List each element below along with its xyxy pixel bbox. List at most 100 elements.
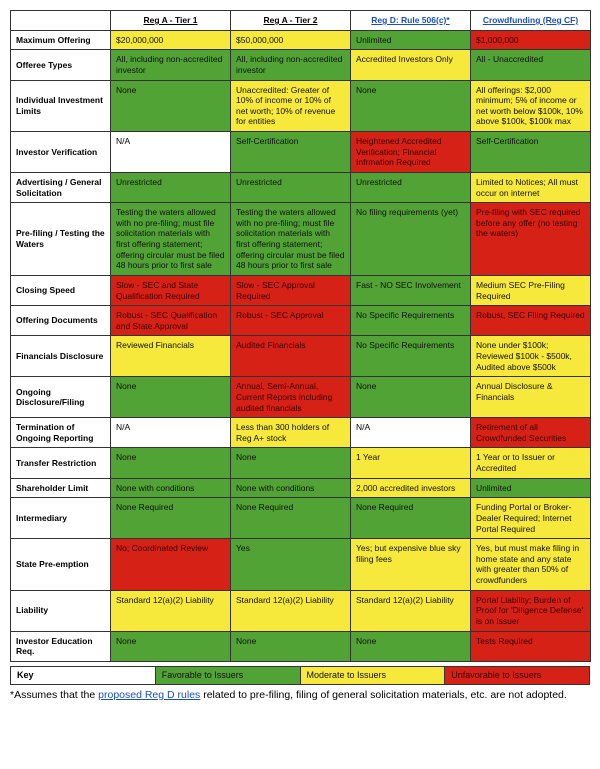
cell: None bbox=[351, 80, 471, 132]
cell: No; Coordinated Review bbox=[111, 539, 231, 591]
cell: Unlimited bbox=[471, 478, 591, 498]
cell: Self-Certification bbox=[471, 132, 591, 173]
legend: Key Favorable to Issuers Moderate to Iss… bbox=[10, 666, 590, 685]
footnote: *Assumes that the proposed Reg D rules r… bbox=[10, 689, 590, 703]
cell: None bbox=[231, 448, 351, 478]
row-label: Termination of Ongoing Reporting bbox=[11, 418, 111, 448]
table-row: Individual Investment LimitsNoneUnaccred… bbox=[11, 80, 591, 132]
row-label: Liability bbox=[11, 590, 111, 631]
cell: Robust, SEC Filing Required bbox=[471, 306, 591, 336]
cell: No Specific Requirements bbox=[351, 306, 471, 336]
cell: $20,000,000 bbox=[111, 30, 231, 50]
cell: N/A bbox=[111, 132, 231, 173]
cell: $1,000,000 bbox=[471, 30, 591, 50]
cell: Standard 12(a)(2) Liability bbox=[351, 590, 471, 631]
table-row: Maximum Offering$20,000,000$50,000,000Un… bbox=[11, 30, 591, 50]
cell: None Required bbox=[231, 498, 351, 539]
cell: None with conditions bbox=[231, 478, 351, 498]
row-label: Investor Education Req. bbox=[11, 631, 111, 661]
cell: Yes bbox=[231, 539, 351, 591]
cell: Standard 12(a)(2) Liability bbox=[231, 590, 351, 631]
table-row: Advertising / General SolicitationUnrest… bbox=[11, 172, 591, 202]
cell: None bbox=[111, 448, 231, 478]
cell: Testing the waters allowed with no pre-f… bbox=[111, 203, 231, 276]
cell: 1 Year or to Issuer or Accredited bbox=[471, 448, 591, 478]
cell: Heightened Accredited Verification; Fina… bbox=[351, 132, 471, 173]
cell: N/A bbox=[351, 418, 471, 448]
cell: N/A bbox=[111, 418, 231, 448]
row-label: Advertising / General Solicitation bbox=[11, 172, 111, 202]
cell: All, including non-accredited investor bbox=[111, 50, 231, 80]
table-row: LiabilityStandard 12(a)(2) LiabilityStan… bbox=[11, 590, 591, 631]
cell: Funding Portal or Broker-Dealer Required… bbox=[471, 498, 591, 539]
col-head-2[interactable]: Reg D: Rule 506(c)* bbox=[351, 11, 471, 31]
cell: All, including non-accredited investor bbox=[231, 50, 351, 80]
cell: Accredited Investors Only bbox=[351, 50, 471, 80]
cell: Unrestricted bbox=[351, 172, 471, 202]
row-label: Individual Investment Limits bbox=[11, 80, 111, 132]
cell: No Specific Requirements bbox=[351, 336, 471, 377]
cell: Less than 300 holders of Reg A+ stock bbox=[231, 418, 351, 448]
cell: 1 Year bbox=[351, 448, 471, 478]
cell: Reviewed Financials bbox=[111, 336, 231, 377]
footnote-post: related to pre-filing, filing of general… bbox=[200, 689, 567, 701]
table-row: Pre-filing / Testing the WatersTesting t… bbox=[11, 203, 591, 276]
row-label: Shareholder Limit bbox=[11, 478, 111, 498]
table-row: Financials DisclosureReviewed Financials… bbox=[11, 336, 591, 377]
corner-cell bbox=[11, 11, 111, 31]
table-row: Investor Education Req.NoneNoneNoneTests… bbox=[11, 631, 591, 661]
table-row: Offeree TypesAll, including non-accredit… bbox=[11, 50, 591, 80]
row-label: Investor Verification bbox=[11, 132, 111, 173]
cell: Unrestricted bbox=[111, 172, 231, 202]
cell: All offerings: $2,000 minimum; 5% of inc… bbox=[471, 80, 591, 132]
row-label: Pre-filing / Testing the Waters bbox=[11, 203, 111, 276]
row-label: Intermediary bbox=[11, 498, 111, 539]
table-row: State Pre-emptionNo; Coordinated ReviewY… bbox=[11, 539, 591, 591]
table-row: Closing SpeedSlow - SEC and State Qualif… bbox=[11, 275, 591, 305]
cell: Unrestricted bbox=[231, 172, 351, 202]
table-row: Shareholder LimitNone with conditionsNon… bbox=[11, 478, 591, 498]
table-row: Ongoing Disclosure/FilingNoneAnnual, Sem… bbox=[11, 377, 591, 418]
table-row: Termination of Ongoing ReportingN/ALess … bbox=[11, 418, 591, 448]
footnote-link[interactable]: proposed Reg D rules bbox=[98, 689, 200, 701]
cell: No filing requirements (yet) bbox=[351, 203, 471, 276]
cell: None bbox=[111, 80, 231, 132]
row-label: Transfer Restriction bbox=[11, 448, 111, 478]
cell: 2,000 accredited investors bbox=[351, 478, 471, 498]
cell: None with conditions bbox=[111, 478, 231, 498]
footnote-pre: *Assumes that the bbox=[10, 689, 98, 701]
cell: Pre-filing with SEC required before any … bbox=[471, 203, 591, 276]
legend-favorable: Favorable to Issuers bbox=[155, 666, 300, 684]
cell: None bbox=[231, 631, 351, 661]
col-head-3[interactable]: Crowdfunding (Reg CF) bbox=[471, 11, 591, 31]
row-label: Offering Documents bbox=[11, 306, 111, 336]
cell: $50,000,000 bbox=[231, 30, 351, 50]
legend-unfavorable: Unfavorable to Issuers bbox=[445, 666, 590, 684]
row-label: Ongoing Disclosure/Filing bbox=[11, 377, 111, 418]
col-head-1: Reg A - Tier 2 bbox=[231, 11, 351, 31]
cell: Annual Disclosure & Financials bbox=[471, 377, 591, 418]
cell: Robust - SEC Qualification and State App… bbox=[111, 306, 231, 336]
cell: Yes, but must make filing in home state … bbox=[471, 539, 591, 591]
row-label: Offeree Types bbox=[11, 50, 111, 80]
cell: Portal Liability; Burden of Proof for 'D… bbox=[471, 590, 591, 631]
row-label: Closing Speed bbox=[11, 275, 111, 305]
cell: Medium SEC Pre-Filing Required bbox=[471, 275, 591, 305]
legend-moderate: Moderate to Issuers bbox=[300, 666, 445, 684]
table-row: IntermediaryNone RequiredNone RequiredNo… bbox=[11, 498, 591, 539]
row-label: Financials Disclosure bbox=[11, 336, 111, 377]
table-body: Maximum Offering$20,000,000$50,000,000Un… bbox=[11, 30, 591, 661]
cell: Yes; but expensive blue sky filing fees bbox=[351, 539, 471, 591]
legend-key: Key bbox=[11, 666, 156, 684]
cell: None Required bbox=[351, 498, 471, 539]
cell: All - Unaccredited bbox=[471, 50, 591, 80]
cell: Tests Required bbox=[471, 631, 591, 661]
cell: Standard 12(a)(2) Liability bbox=[111, 590, 231, 631]
cell: Self-Certification bbox=[231, 132, 351, 173]
cell: Limited to Notices; All must occur on in… bbox=[471, 172, 591, 202]
row-label: State Pre-emption bbox=[11, 539, 111, 591]
cell: Audited Financials bbox=[231, 336, 351, 377]
table-head: Reg A - Tier 1 Reg A - Tier 2 Reg D: Rul… bbox=[11, 11, 591, 31]
cell: Annual, Semi-Annual, Current Reports inc… bbox=[231, 377, 351, 418]
col-head-0: Reg A - Tier 1 bbox=[111, 11, 231, 31]
